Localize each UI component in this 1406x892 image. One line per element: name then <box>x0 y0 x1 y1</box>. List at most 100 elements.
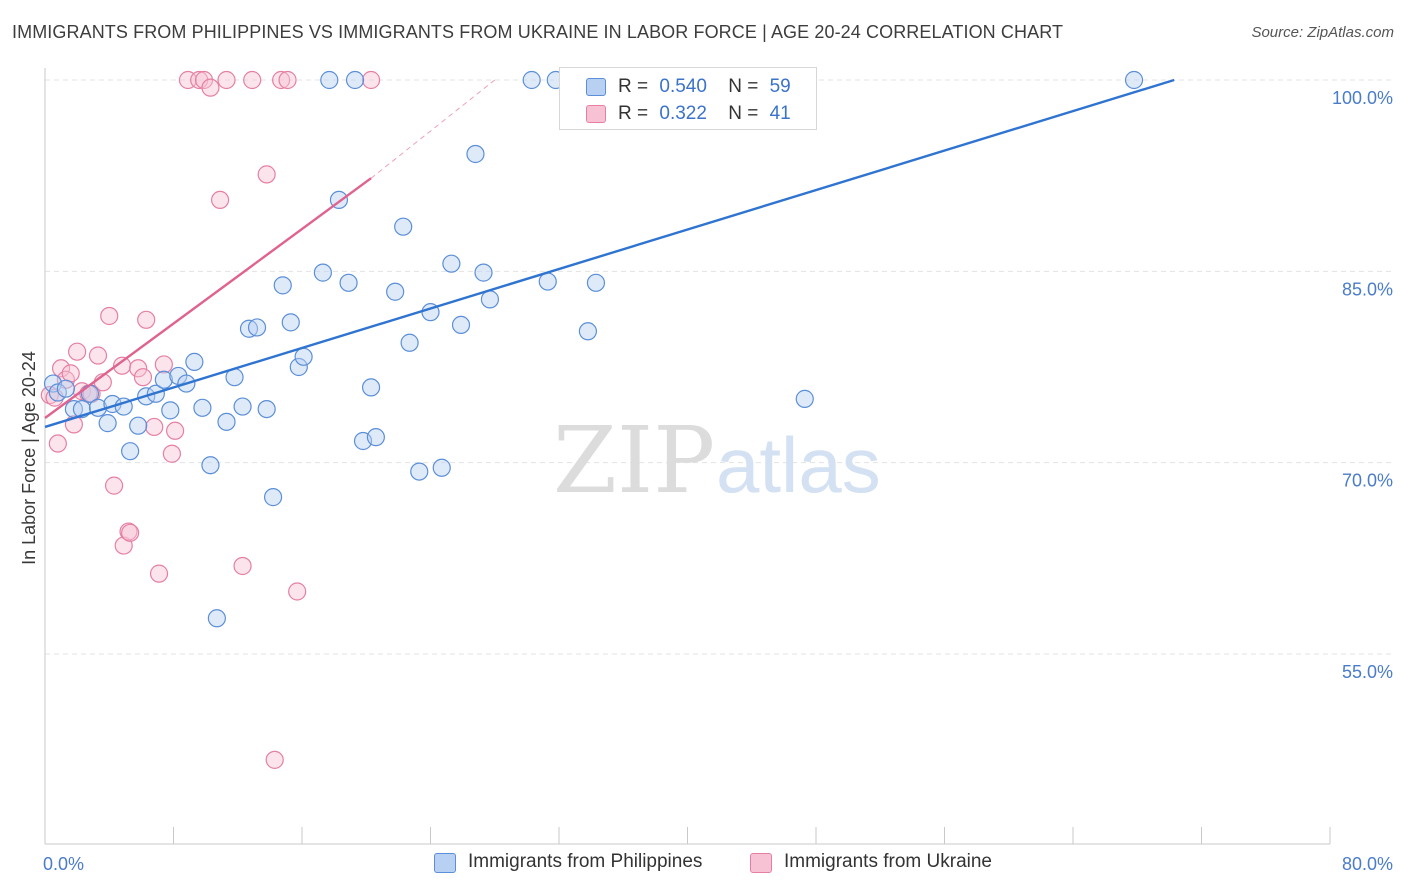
philippines-point <box>56 379 75 398</box>
ukraine-point <box>133 368 153 387</box>
ukraine-point <box>257 165 276 184</box>
y-tick-label: 70.0% <box>1342 471 1393 491</box>
philippines-point <box>233 397 252 416</box>
philippines-point <box>474 263 493 282</box>
ukraine-point <box>278 70 297 90</box>
legend-swatch-philippines <box>586 78 606 96</box>
philippines-point <box>480 290 500 309</box>
legend-n-value: 59 <box>769 76 791 97</box>
philippines-point <box>201 456 220 475</box>
watermark: ZIP atlas <box>553 407 881 514</box>
legend-swatch-ukraine <box>586 105 606 123</box>
ukraine-point <box>121 523 140 542</box>
philippines-point <box>466 144 485 164</box>
philippines-point <box>522 70 541 90</box>
philippines-point <box>442 254 461 273</box>
philippines-trend-line <box>44 78 1175 429</box>
ukraine-point <box>100 306 119 326</box>
philippines-point <box>320 70 339 90</box>
philippines-point <box>339 273 358 292</box>
x-tick-label: 0.0% <box>43 854 84 874</box>
philippines-point <box>386 282 405 301</box>
philippines-point <box>400 333 419 352</box>
philippines-point <box>394 217 413 236</box>
ukraine-point <box>162 444 181 463</box>
philippines-point <box>538 272 557 291</box>
philippines-point <box>257 399 276 419</box>
source-credit: Source: ZipAtlas.com <box>1251 24 1394 41</box>
philippines-point <box>1124 70 1144 90</box>
ukraine-point <box>145 417 164 437</box>
philippines-point <box>451 315 471 335</box>
philippines-point <box>263 488 283 507</box>
chart-title: IMMIGRANTS FROM PHILIPPINES VS IMMIGRANT… <box>12 22 1064 42</box>
philippines-point <box>432 458 451 477</box>
philippines-point <box>98 414 117 433</box>
ukraine-point <box>233 556 252 576</box>
series-swatch-ukraine <box>750 853 772 873</box>
legend-r-value: 0.322 <box>659 103 707 124</box>
philippines-points <box>43 70 1144 628</box>
philippines-point <box>289 357 308 377</box>
philippines-point <box>217 412 236 431</box>
philippines-point <box>361 378 381 397</box>
ukraine-point <box>217 70 236 90</box>
philippines-point <box>578 322 598 341</box>
tick-labels: 55.0% 70.0% 85.0% 100.0% 0.0% 80.0% <box>43 88 1393 874</box>
ukraine-point <box>154 355 173 374</box>
ukraine-point <box>149 564 169 583</box>
ukraine-point <box>48 434 67 453</box>
ukraine-trend-extension <box>370 79 496 179</box>
philippines-point <box>161 401 180 420</box>
ukraine-point <box>265 750 284 769</box>
legend-n-label: N = <box>728 76 759 97</box>
legend-n-value: 41 <box>769 103 791 124</box>
philippines-point <box>207 609 226 628</box>
series-label-philippines: Immigrants from Philippines <box>468 851 703 872</box>
ukraine-point <box>129 359 148 378</box>
philippines-point <box>294 347 313 366</box>
philippines-point <box>193 398 212 417</box>
axes <box>44 68 1331 845</box>
philippines-point <box>586 273 606 292</box>
philippines-point <box>313 263 332 282</box>
ukraine-point <box>243 70 262 90</box>
ukraine-point <box>361 70 381 90</box>
philippines-point <box>185 352 204 371</box>
philippines-point <box>247 318 267 337</box>
legend-r-label: R = <box>618 103 649 124</box>
ukraine-point <box>210 190 230 210</box>
y-tick-label: 100.0% <box>1332 88 1393 108</box>
philippines-point <box>273 276 292 295</box>
ukraine-point <box>61 364 80 383</box>
ukraine-point <box>288 582 307 601</box>
philippines-point <box>366 428 385 447</box>
philippines-point <box>129 416 148 435</box>
ukraine-point <box>88 346 108 365</box>
y-axis-label: In Labor Force | Age 20-24 <box>19 351 39 565</box>
legend-r-value: 0.540 <box>659 76 707 97</box>
ukraine-trend-line <box>44 177 372 419</box>
ukraine-point <box>272 70 291 90</box>
ukraine-point <box>51 359 71 378</box>
philippines-point <box>795 389 814 408</box>
trend-lines <box>44 78 1175 429</box>
philippines-point <box>121 442 140 461</box>
legend-r-label: R = <box>618 76 649 97</box>
y-tick-label: 55.0% <box>1342 662 1393 682</box>
ukraine-point <box>104 476 124 495</box>
y-tick-label: 85.0% <box>1342 279 1393 299</box>
philippines-point <box>410 462 429 481</box>
philippines-point <box>345 70 365 90</box>
series-label-ukraine: Immigrants from Ukraine <box>784 851 992 872</box>
ukraine-point <box>201 78 220 97</box>
watermark-zip: ZIP <box>553 407 715 514</box>
watermark-atlas: atlas <box>716 421 881 509</box>
series-swatch-philippines <box>434 853 456 873</box>
philippines-point <box>281 313 300 332</box>
ukraine-point <box>68 342 87 361</box>
correlation-legend: R = 0.540 N = 59 R = 0.322 N = 41 <box>559 67 817 130</box>
philippines-point <box>154 370 173 389</box>
ukraine-points <box>40 70 381 769</box>
